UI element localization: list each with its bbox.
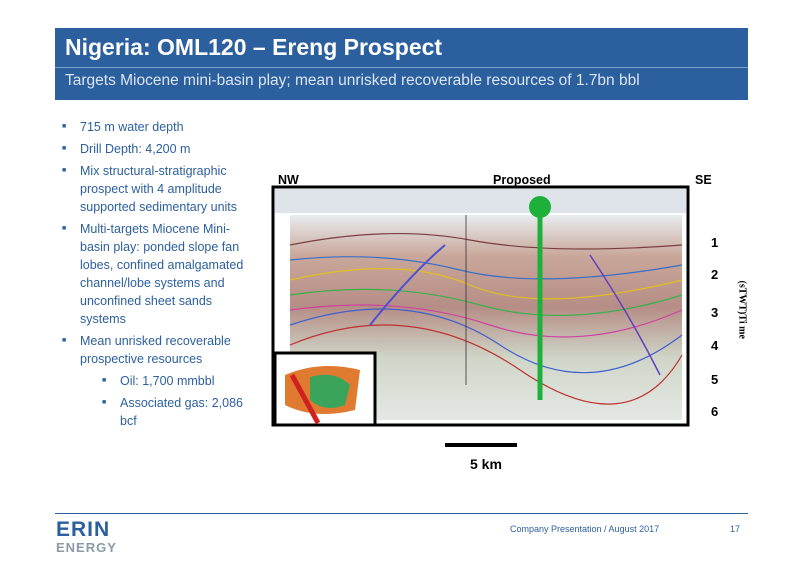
horizons: [289, 232, 683, 405]
seismic-image: [271, 185, 690, 427]
sub-bullet: Oil: 1,700 mmbbl: [80, 372, 252, 390]
sub-list: Oil: 1,700 mmbbl Associated gas: 2,086 b…: [80, 372, 252, 430]
bullet-text: Mean unrisked recoverable prospective re…: [80, 334, 231, 366]
well-location: [529, 196, 551, 218]
sub-bullet: Associated gas: 2,086 bcf: [80, 394, 252, 430]
logo-bottom: ENERGY: [56, 540, 117, 555]
bullet-text: Multi-targets Miocene Mini-basin play: p…: [80, 222, 244, 326]
bullet: Mix structural-stratigraphic prospect wi…: [62, 162, 252, 216]
depth-tick: 1: [711, 235, 719, 250]
depth-tick: 4: [711, 338, 719, 353]
depth-tick: 3: [711, 305, 719, 320]
depth-tick: 5: [711, 372, 719, 387]
depth-tick: 6: [711, 404, 719, 419]
toolbar: [275, 189, 686, 213]
bullet-list: 715 m water depth Drill Depth: 4,200 m M…: [62, 118, 252, 434]
nw-label: NW: [278, 173, 299, 187]
depth-tick: 2: [711, 267, 719, 282]
se-label: SE: [695, 173, 712, 187]
header: Nigeria: OML120 – Ereng Prospect Targets…: [55, 28, 748, 100]
scale-label: 5 km: [470, 456, 502, 472]
bullet: Multi-targets Miocene Mini-basin play: p…: [62, 220, 252, 328]
bullet-text: Drill Depth: 4,200 m: [80, 142, 191, 156]
bullet-text: Oil: 1,700 mmbbl: [120, 374, 215, 388]
logo-top: ERIN: [56, 518, 111, 541]
bullet-text: Associated gas: 2,086 bcf: [120, 396, 243, 428]
bullet: 715 m water depth: [62, 118, 252, 136]
bullet: Mean unrisked recoverable prospective re…: [62, 332, 252, 430]
bullet-text: Mix structural-stratigraphic prospect wi…: [80, 164, 238, 214]
title: Nigeria: OML120 – Ereng Prospect: [65, 34, 443, 60]
bullet: Drill Depth: 4,200 m: [62, 140, 252, 158]
axis-label: (sTWT)Ti me: [736, 280, 748, 339]
bullet-text: 715 m water depth: [80, 120, 184, 134]
footer-rule: [55, 513, 748, 514]
footer-text: Company Presentation / August 2017: [510, 524, 660, 534]
scale-bar: [445, 443, 517, 447]
page-number: 17: [730, 524, 741, 534]
subtitle: Targets Miocene mini-basin play; mean un…: [65, 72, 640, 89]
header-rule: [55, 67, 748, 68]
